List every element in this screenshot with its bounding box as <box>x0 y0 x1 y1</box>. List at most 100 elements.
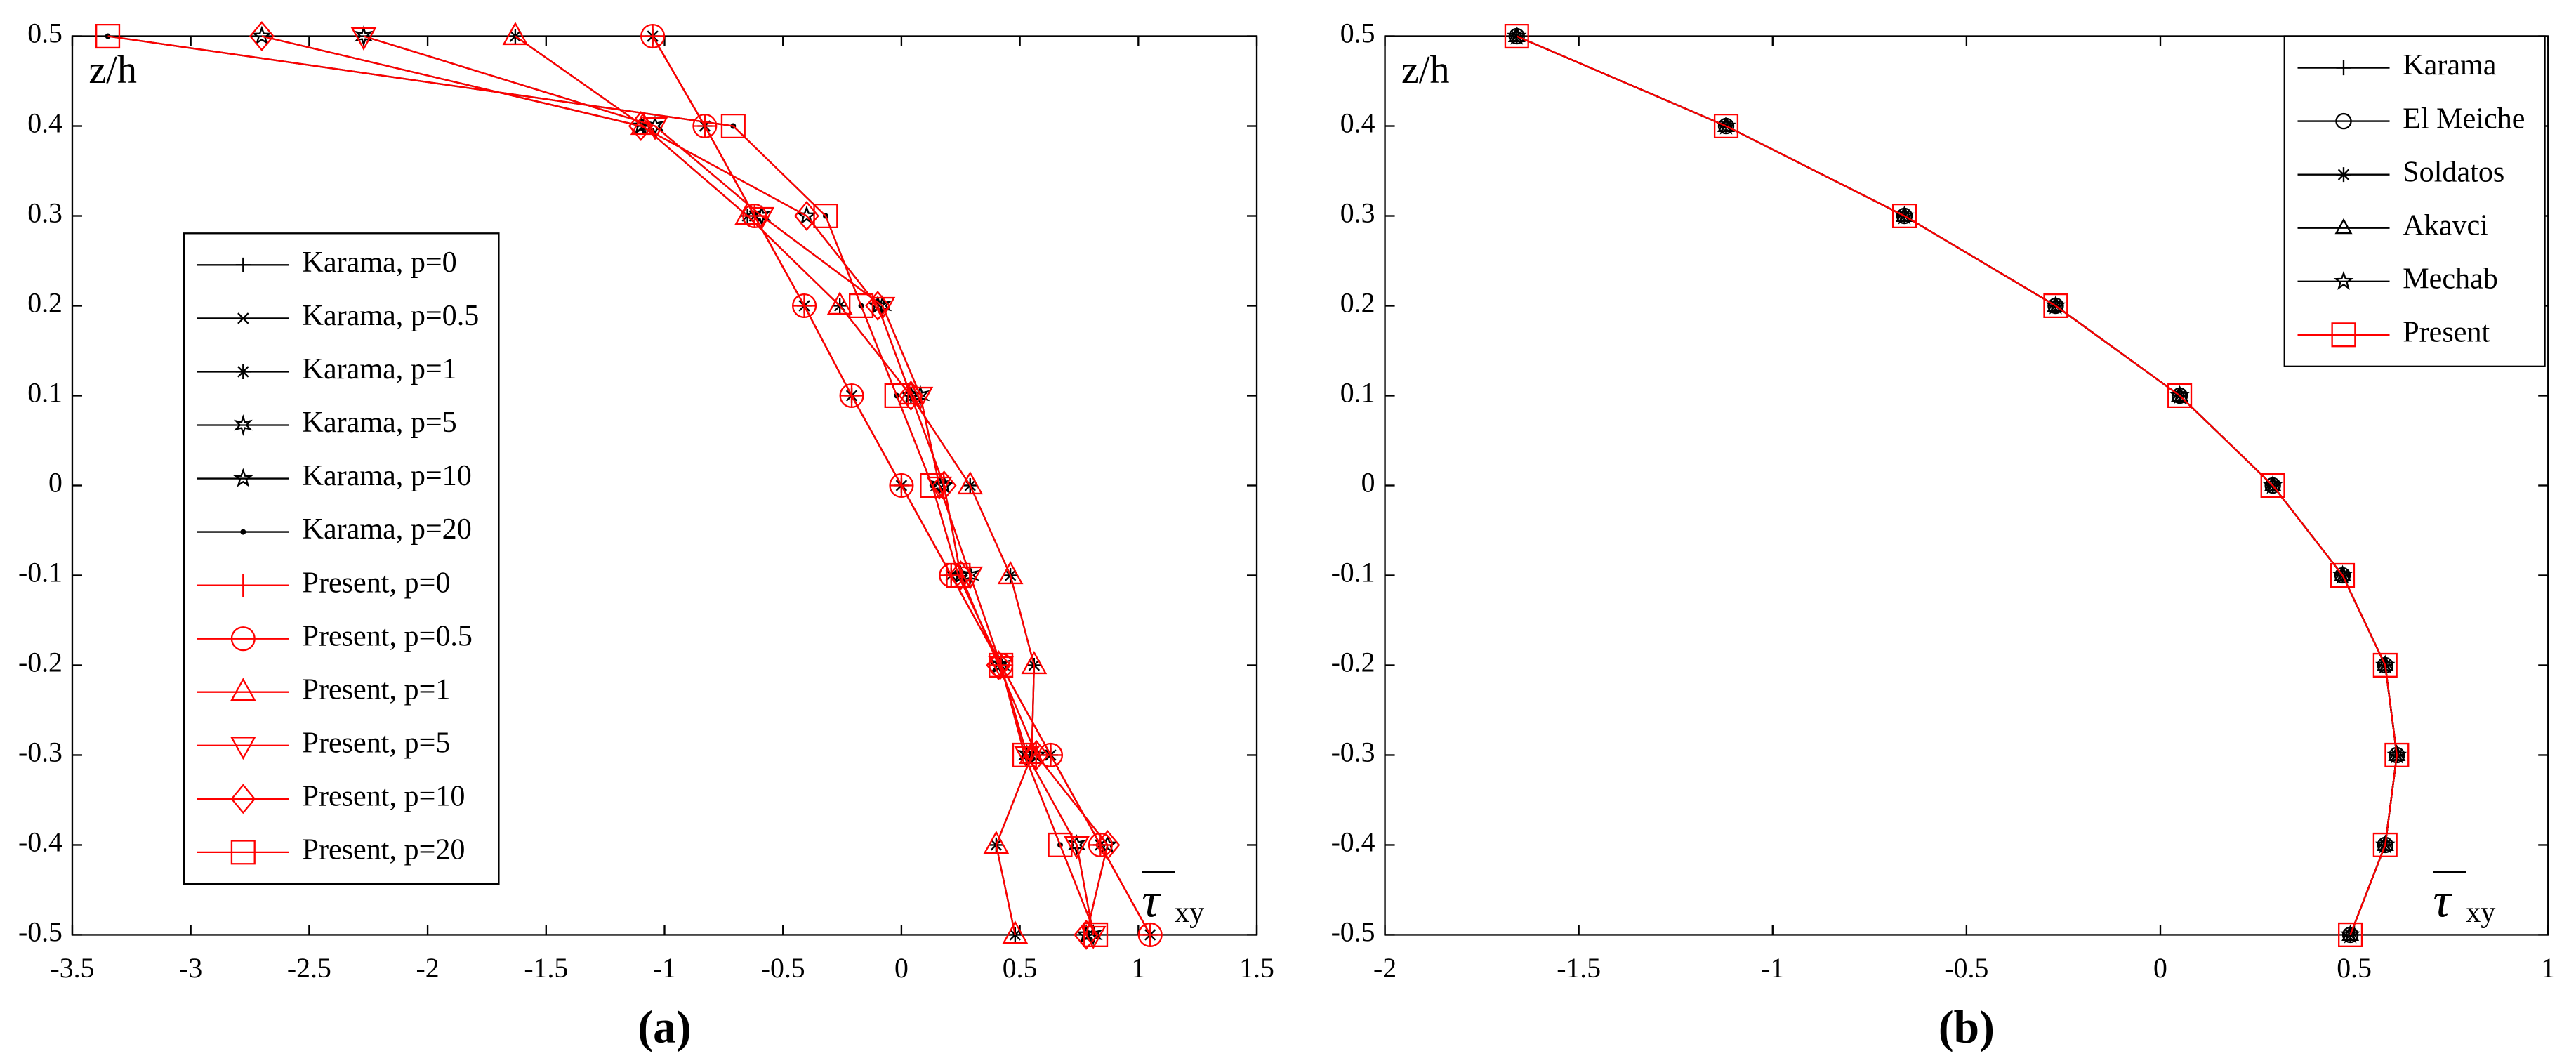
y-tick-label: 0.3 <box>27 198 62 229</box>
data-point <box>849 293 874 319</box>
data-point <box>826 291 853 315</box>
x-tick-label: 1 <box>1131 953 1145 984</box>
legend-marker <box>2335 112 2352 130</box>
legend-marker <box>2334 218 2353 235</box>
data-point <box>2372 652 2398 678</box>
legend-label: Karama, p=1 <box>303 352 457 385</box>
x-tick-label: -1.5 <box>1557 953 1601 984</box>
series <box>1504 23 2410 948</box>
legend-marker <box>2336 167 2351 183</box>
data-point <box>907 386 934 410</box>
legend-marker <box>237 312 249 324</box>
data-point <box>889 473 914 499</box>
data-point <box>1088 832 1113 858</box>
data-point <box>920 473 945 499</box>
data-point <box>2043 293 2068 319</box>
data-point <box>898 381 924 405</box>
data-point <box>1083 922 1109 948</box>
legend-label: Karama, p=0 <box>303 246 457 279</box>
data-point <box>1507 25 1527 45</box>
legend-label: Karama, p=5 <box>303 406 457 439</box>
x-tick-label: -3 <box>179 953 202 984</box>
x-tick-label: -1 <box>653 953 676 984</box>
panel-label: (b) <box>1938 1003 1995 1053</box>
data-point <box>692 113 718 139</box>
legend-label: Akavci <box>2403 209 2488 242</box>
legend-label: Karama, p=0.5 <box>303 299 480 332</box>
data-point <box>989 652 1014 678</box>
legend-label: Present, p=20 <box>303 833 465 866</box>
y-tick-label: -0.2 <box>18 647 62 678</box>
data-point <box>2341 925 2360 941</box>
legend-label: Soldatos <box>2403 155 2504 188</box>
panel-label: (a) <box>638 1003 691 1053</box>
legend-marker <box>240 529 246 535</box>
y-tick-label: 0.5 <box>1340 18 1375 49</box>
legend-label: Karama <box>2403 48 2497 81</box>
y-tick-label: 0.1 <box>27 378 62 409</box>
data-point <box>2384 742 2410 768</box>
data-point <box>884 383 909 409</box>
data-point <box>2171 385 2189 402</box>
data-point <box>986 649 1012 680</box>
data-point <box>1137 922 1163 947</box>
legend-label: Present, p=5 <box>303 726 451 759</box>
x-tick-label: -2 <box>416 953 440 984</box>
legend-marker <box>230 678 256 701</box>
data-point <box>2332 564 2353 584</box>
data-point <box>2330 562 2356 588</box>
data-point <box>2167 383 2193 409</box>
data-point <box>1504 23 1529 49</box>
legend-marker <box>230 784 256 814</box>
data-point <box>2262 475 2283 494</box>
data-point <box>948 560 974 590</box>
data-point <box>946 562 971 588</box>
data-point <box>2376 835 2394 851</box>
x-axis-label: τ <box>1142 873 1161 927</box>
legend: Karama El Meiche Soldatos Akavci Mechab Prese… <box>2283 35 2546 368</box>
data-point <box>1012 742 1037 768</box>
legend-marker <box>235 364 251 379</box>
legend-box <box>183 232 500 885</box>
y-tick-label: -0.1 <box>1331 557 1375 588</box>
y-tick-label: -0.4 <box>1331 827 1375 858</box>
data-point <box>2264 475 2282 492</box>
series-line <box>1516 35 2398 935</box>
y-tick-label: 0 <box>1361 468 1375 499</box>
legend-marker <box>2336 60 2351 76</box>
y-tick-label: -0.2 <box>1331 647 1375 678</box>
data-point <box>988 656 1014 680</box>
data-point <box>1024 739 1050 770</box>
x-tick-label: -3.5 <box>50 953 94 984</box>
x-tick-label: 1.5 <box>1239 953 1274 984</box>
data-point <box>983 831 1010 854</box>
y-tick-label: 0.2 <box>1340 288 1375 319</box>
legend-marker <box>2333 270 2354 290</box>
y-tick-label: -0.5 <box>1331 917 1375 948</box>
data-point <box>350 27 377 51</box>
y-tick-label: 0.3 <box>1340 198 1375 229</box>
data-point <box>957 471 984 495</box>
legend-marker <box>230 840 256 865</box>
x-axis-label-subscript: xy <box>2466 896 2495 929</box>
x-tick-label: 0 <box>894 953 909 984</box>
data-point <box>1083 923 1103 946</box>
y-tick-label: 0.4 <box>27 108 62 139</box>
legend-marker <box>230 626 256 652</box>
legend-label: El Meiche <box>2403 102 2525 135</box>
y-axis-label: z/h <box>88 48 137 92</box>
legend-label: Present, p=10 <box>303 779 465 812</box>
legend-label: Present, p=0.5 <box>303 619 473 652</box>
legend-marker <box>235 257 251 272</box>
data-point <box>95 23 121 49</box>
series-line <box>107 35 1097 935</box>
data-point <box>2334 565 2352 582</box>
data-point <box>1002 920 1029 944</box>
data-point <box>2374 834 2396 854</box>
data-point <box>792 293 817 319</box>
y-tick-label: 0 <box>48 468 62 499</box>
data-point <box>2169 385 2190 404</box>
legend-label: Present, p=1 <box>303 673 451 706</box>
y-tick-label: 0.5 <box>27 18 62 49</box>
data-point <box>1507 26 1526 43</box>
